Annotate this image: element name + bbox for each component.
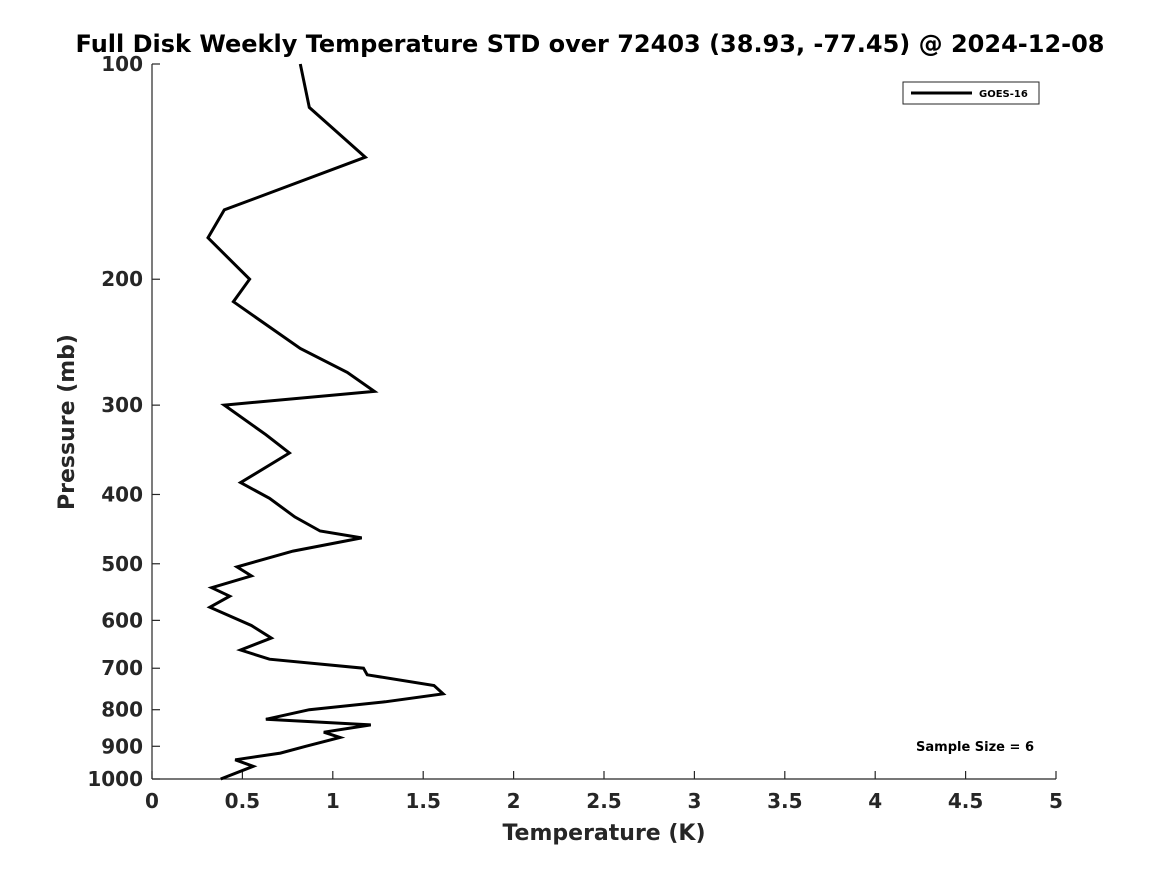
x-tick-label: 2 bbox=[507, 789, 521, 813]
y-tick-label: 100 bbox=[101, 52, 143, 76]
x-tick-label: 1 bbox=[326, 789, 340, 813]
y-ticks: 100 200 300 400 500 600 700 800 900 1000 bbox=[87, 52, 160, 791]
y-tick-label: 400 bbox=[101, 482, 143, 506]
y-tick-label: 1000 bbox=[87, 767, 143, 791]
x-tick-label: 0.5 bbox=[225, 789, 260, 813]
x-tick-label: 0 bbox=[145, 789, 159, 813]
series-line-goes-16 bbox=[206, 63, 447, 781]
y-axis-label: Pressure (mb) bbox=[55, 334, 80, 510]
x-tick-label: 1.5 bbox=[405, 789, 440, 813]
y-tick-label: 800 bbox=[101, 698, 143, 722]
legend-entry-goes-16: GOES-16 bbox=[979, 89, 1028, 100]
y-tick-label: 700 bbox=[101, 656, 143, 680]
x-ticks: 0 0.5 1 1.5 2 2.5 3 3.5 4 4.5 5 bbox=[145, 771, 1063, 813]
sample-size-annotation: Sample Size = 6 bbox=[916, 740, 1034, 755]
x-tick-label: 2.5 bbox=[586, 789, 621, 813]
series-layer bbox=[206, 63, 447, 781]
x-axis-label: Temperature (K) bbox=[502, 821, 705, 846]
y-tick-label: 600 bbox=[101, 608, 143, 632]
x-tick-label: 4.5 bbox=[948, 789, 983, 813]
axes bbox=[151, 64, 1056, 780]
y-tick-label: 300 bbox=[101, 393, 143, 417]
x-tick-label: 5 bbox=[1049, 789, 1063, 813]
chart-title: Full Disk Weekly Temperature STD over 72… bbox=[76, 30, 1105, 58]
x-tick-label: 3.5 bbox=[767, 789, 802, 813]
y-tick-label: 200 bbox=[101, 267, 143, 291]
x-tick-label: 4 bbox=[868, 789, 882, 813]
x-tick-label: 3 bbox=[687, 789, 701, 813]
y-tick-label: 500 bbox=[101, 552, 143, 576]
y-tick-label: 900 bbox=[101, 734, 143, 758]
legend: GOES-16 bbox=[902, 81, 1040, 105]
